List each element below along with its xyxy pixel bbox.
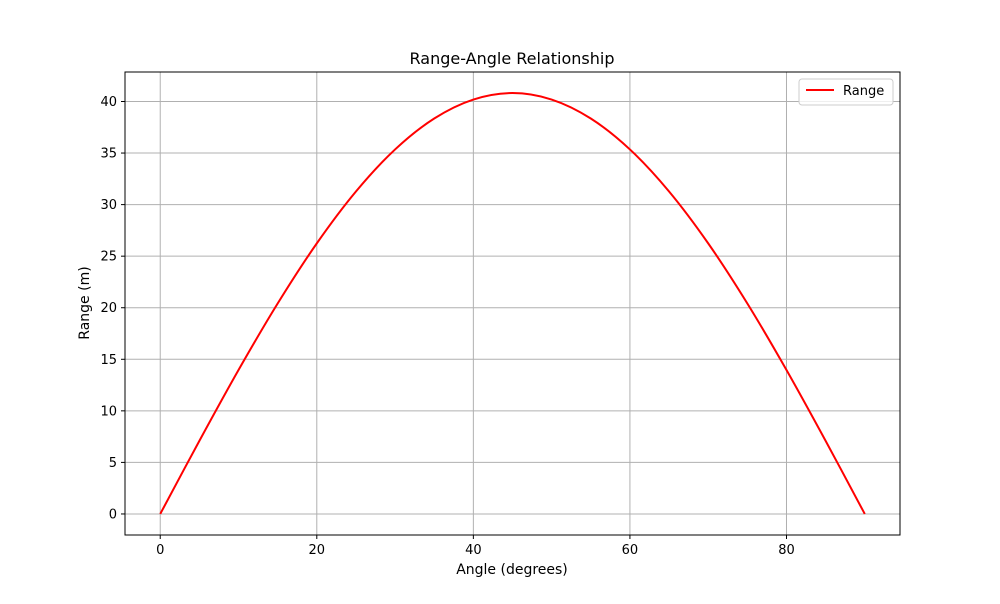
x-tick-label: 60 — [622, 543, 639, 558]
x-tick-label: 40 — [465, 543, 482, 558]
y-axis-label: Range (m) — [77, 266, 93, 339]
legend: Range — [799, 79, 893, 105]
plot-area-frame — [125, 72, 900, 535]
x-tick-label: 80 — [778, 543, 795, 558]
y-tick-label: 25 — [100, 250, 117, 265]
x-axis-label: Angle (degrees) — [456, 562, 568, 578]
series-layer — [160, 93, 865, 514]
y-tick-label: 30 — [100, 198, 117, 213]
grid — [125, 72, 900, 535]
y-tick-label: 40 — [100, 95, 117, 110]
y-tick-label: 10 — [100, 404, 117, 419]
y-tick-label: 35 — [100, 147, 117, 162]
x-axis-ticks: 0 20 40 60 80 — [156, 535, 795, 558]
y-tick-label: 5 — [109, 456, 117, 471]
chart-title: Range-Angle Relationship — [410, 49, 615, 68]
y-tick-label: 15 — [100, 353, 117, 368]
y-axis-ticks: 0 5 10 15 20 25 30 35 40 — [100, 95, 125, 522]
series-line-range — [160, 93, 865, 514]
y-tick-label: 20 — [100, 301, 117, 316]
x-tick-label: 20 — [309, 543, 326, 558]
legend-label-range: Range — [843, 84, 884, 99]
y-tick-label: 0 — [109, 507, 117, 522]
x-tick-label: 0 — [156, 543, 164, 558]
